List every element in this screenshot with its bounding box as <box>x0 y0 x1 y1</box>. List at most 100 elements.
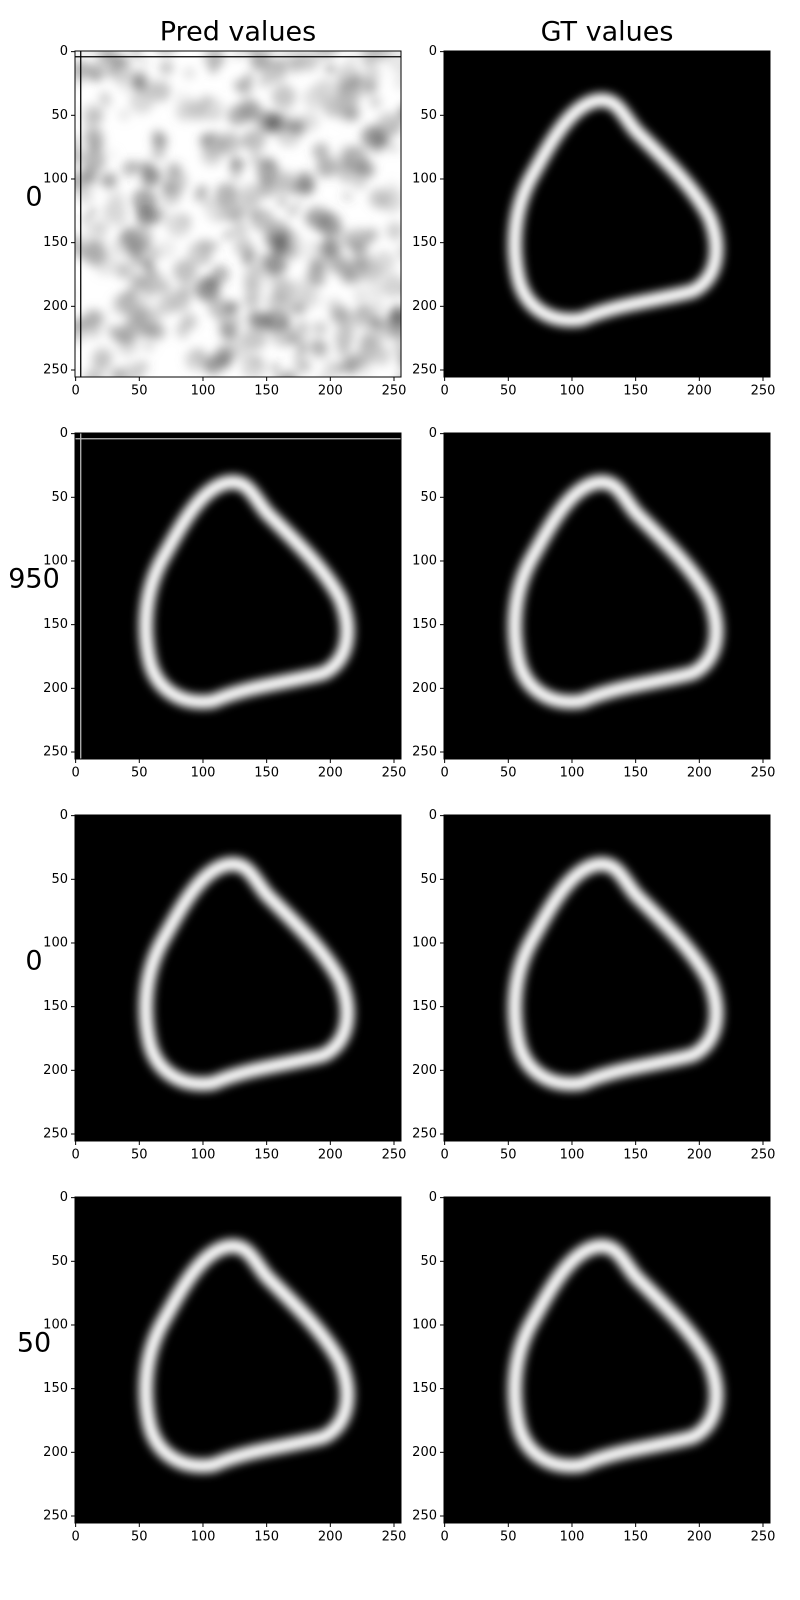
noise-blob <box>363 75 372 85</box>
noise-blob <box>232 221 248 238</box>
noise-blob <box>382 181 401 201</box>
noise-blob <box>366 282 385 301</box>
x-tick-label: 0 <box>71 384 79 399</box>
row-label: 0 <box>25 182 42 213</box>
noise-blob <box>359 365 373 377</box>
noise-blob <box>108 150 117 159</box>
noise-blob <box>389 62 401 74</box>
noise-blob <box>398 107 401 118</box>
noise <box>75 51 401 377</box>
y-tick-label: 50 <box>51 1254 68 1269</box>
y-tick-label: 250 <box>43 362 68 377</box>
column-title: GT values <box>541 17 674 48</box>
noise-blob <box>75 60 91 80</box>
noise-blob <box>214 182 240 208</box>
noise-blob <box>134 359 149 374</box>
noise-blob <box>157 51 176 56</box>
y-tick-label: 150 <box>43 999 68 1014</box>
y-tick-label: 100 <box>43 171 68 186</box>
noise-blob <box>369 96 382 108</box>
noise-blob <box>276 196 288 207</box>
noise-blob <box>93 219 108 235</box>
noise-blob <box>299 111 320 132</box>
noise-blob <box>368 299 386 317</box>
noise-blob <box>336 342 351 358</box>
noise-blob <box>249 152 264 167</box>
x-tick-label: 250 <box>382 1530 407 1545</box>
noise-blob <box>313 78 338 102</box>
x-tick-label: 0 <box>71 1530 79 1545</box>
x-tick-label: 150 <box>623 1530 648 1545</box>
image <box>75 1197 401 1523</box>
noise-blob <box>340 268 357 285</box>
axes-frame <box>443 432 771 760</box>
x-tick-label: 250 <box>382 1148 407 1163</box>
noise-blob <box>218 134 241 156</box>
noise-blob <box>146 267 158 279</box>
noise-blob <box>400 67 401 70</box>
x-tick-label: 0 <box>440 1148 448 1163</box>
x-tick-label: 250 <box>751 766 776 781</box>
noise-blob <box>90 356 110 376</box>
noise-blob <box>234 237 254 257</box>
noise-blob <box>295 199 303 207</box>
noise-blob <box>397 362 401 377</box>
noise-blob <box>82 240 107 266</box>
noise-blob <box>312 142 330 160</box>
noise-blob <box>81 215 92 225</box>
noise-blob <box>83 309 103 329</box>
noise-blob <box>312 321 328 336</box>
x-tick-label: 0 <box>71 766 79 781</box>
noise-blob <box>389 144 398 153</box>
y-tick-label: 100 <box>412 171 437 186</box>
noise-blob <box>129 226 153 250</box>
image <box>75 815 401 1141</box>
x-tick-label: 50 <box>500 766 517 781</box>
y-tick-label: 0 <box>60 1190 68 1205</box>
noise-blob <box>219 321 238 341</box>
x-tick-label: 200 <box>687 1148 712 1163</box>
x-tick-label: 100 <box>191 1148 216 1163</box>
y-tick-label: 150 <box>412 235 437 250</box>
y-tick-label: 50 <box>51 872 68 887</box>
noise-blob <box>103 201 127 225</box>
noise-blob <box>286 302 297 314</box>
noise-blob <box>381 273 401 298</box>
y-tick-label: 200 <box>412 681 437 696</box>
y-tick-label: 50 <box>420 108 437 123</box>
noise-blob <box>225 300 240 315</box>
image <box>444 1197 770 1523</box>
noise-blob <box>138 78 162 102</box>
noise-blob <box>386 222 401 241</box>
row-label: 950 <box>8 564 60 595</box>
x-tick-label: 150 <box>254 384 279 399</box>
noise-blob <box>400 105 401 112</box>
noise-blob <box>398 107 401 120</box>
noise-blob <box>300 239 323 262</box>
noise-blob <box>387 119 401 135</box>
noise-blob <box>130 51 142 60</box>
noise-blob <box>316 259 329 273</box>
x-tick-label: 200 <box>318 1530 343 1545</box>
noise-blob <box>148 323 166 340</box>
noise-blob <box>295 320 309 335</box>
x-tick-label: 250 <box>751 1530 776 1545</box>
x-tick-label: 250 <box>751 1148 776 1163</box>
noise-blob <box>298 179 315 196</box>
noise-blob <box>99 90 110 102</box>
x-tick-label: 200 <box>687 384 712 399</box>
x-tick-label: 100 <box>560 1530 585 1545</box>
noise-blob <box>75 234 82 251</box>
y-tick-label: 50 <box>51 108 68 123</box>
noise-blob <box>140 57 149 66</box>
noise-blob <box>337 315 352 331</box>
noise-blob <box>223 229 234 241</box>
noise-blob <box>87 62 107 82</box>
noise-blob <box>303 211 317 225</box>
y-tick-label: 150 <box>412 999 437 1014</box>
noise-blob <box>125 301 148 324</box>
y-tick-label: 100 <box>43 935 68 950</box>
y-tick-label: 150 <box>43 235 68 250</box>
y-tick-label: 0 <box>60 44 68 59</box>
